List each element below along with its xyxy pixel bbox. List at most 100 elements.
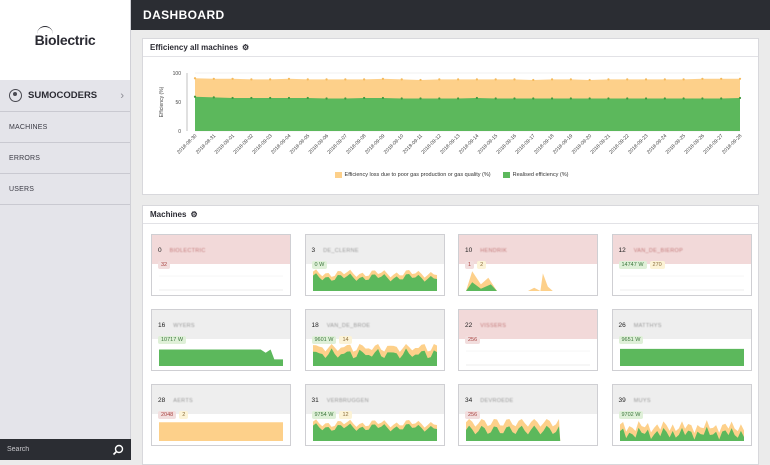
status-badge: 1: [465, 261, 475, 269]
data-point-realised[interactable]: [381, 96, 385, 100]
top-bar: DASHBOARD: [131, 0, 770, 30]
data-point-realised[interactable]: [588, 97, 591, 100]
data-point-realised[interactable]: [475, 96, 478, 100]
data-point-loss[interactable]: [720, 77, 723, 80]
machine-sparkline: [159, 349, 283, 366]
data-point-realised[interactable]: [287, 96, 291, 100]
data-point-realised[interactable]: [306, 96, 309, 100]
data-point-realised[interactable]: [231, 96, 234, 100]
data-point-loss[interactable]: [494, 78, 497, 81]
data-point-realised[interactable]: [626, 97, 629, 100]
data-point-loss[interactable]: [626, 78, 629, 81]
user-menu[interactable]: SUMOCODERS ›: [0, 80, 130, 112]
data-point-loss[interactable]: [663, 78, 666, 81]
data-point-loss[interactable]: [569, 78, 572, 81]
machine-card[interactable]: 12 VAN_DE_BIEROP 14747 W 270: [611, 234, 752, 296]
machine-card[interactable]: 0 BIOLECTRIC 32: [151, 234, 291, 296]
data-point-realised[interactable]: [569, 97, 572, 100]
nav-item-users[interactable]: USERS: [0, 174, 130, 205]
machine-card[interactable]: 34 DEVROEDE 256: [458, 384, 598, 446]
machine-card-header: 18 VAN_DE_BROE 9601 W 14: [305, 310, 444, 344]
data-point-realised[interactable]: [363, 96, 366, 100]
data-point-realised[interactable]: [738, 96, 742, 100]
search-input[interactable]: [7, 446, 112, 453]
data-point-realised[interactable]: [344, 97, 347, 100]
data-point-loss[interactable]: [532, 78, 535, 82]
data-point-realised[interactable]: [419, 97, 422, 100]
data-point-realised[interactable]: [532, 97, 535, 100]
legend-item-loss[interactable]: Efficiency loss due to poor gas producti…: [334, 172, 491, 178]
data-point-loss[interactable]: [381, 77, 385, 80]
data-point-loss[interactable]: [212, 77, 215, 80]
data-point-loss[interactable]: [419, 78, 422, 82]
data-point-realised[interactable]: [513, 97, 516, 100]
machine-id: 3: [311, 247, 316, 254]
data-point-realised[interactable]: [438, 97, 441, 100]
data-point-loss[interactable]: [250, 78, 253, 81]
data-point-realised[interactable]: [212, 96, 215, 99]
data-point-loss[interactable]: [738, 77, 742, 80]
machine-card[interactable]: 39 MUYS 9702 W: [611, 384, 752, 446]
data-point-realised[interactable]: [550, 97, 554, 100]
legend-item-realised[interactable]: Realised efficiency (%): [502, 172, 568, 178]
data-point-loss[interactable]: [193, 77, 197, 80]
machine-card[interactable]: 18 VAN_DE_BROE 9601 W 14: [304, 309, 445, 371]
machine-card[interactable]: 16 WYERS 10717 W: [151, 309, 291, 371]
data-point-loss[interactable]: [231, 77, 234, 80]
machine-badges: 0 W: [311, 261, 438, 269]
data-point-realised[interactable]: [663, 97, 666, 100]
data-point-loss[interactable]: [682, 78, 685, 81]
chevron-right-icon: ›: [120, 89, 124, 102]
machine-card[interactable]: 28 AERTS 2048 2: [151, 384, 291, 446]
machine-name: VISSERS: [480, 323, 507, 329]
search-icon[interactable]: [112, 444, 124, 456]
data-point-loss[interactable]: [607, 78, 610, 81]
data-point-loss[interactable]: [363, 78, 366, 81]
data-point-loss[interactable]: [269, 78, 272, 81]
data-point-loss[interactable]: [438, 78, 441, 81]
nav-item-machines[interactable]: MACHINES: [0, 112, 130, 143]
machine-card[interactable]: 26 MATTHYS 9651 W: [611, 309, 752, 371]
status-badge: 12: [339, 411, 352, 419]
status-badge: 2048: [158, 411, 177, 419]
machine-name: HENDRIK: [480, 248, 508, 254]
data-point-loss[interactable]: [306, 78, 309, 81]
data-point-realised[interactable]: [494, 97, 497, 100]
gear-icon[interactable]: ⚙: [190, 210, 198, 219]
data-point-loss[interactable]: [287, 77, 291, 80]
status-badge: 2: [477, 261, 487, 269]
data-point-realised[interactable]: [720, 97, 723, 100]
data-point-realised[interactable]: [457, 97, 460, 100]
data-point-realised[interactable]: [682, 97, 685, 100]
machine-card[interactable]: 22 VISSERS 256: [458, 309, 598, 371]
machine-card[interactable]: 10 HENDRIK 1 2: [458, 234, 598, 296]
data-point-loss[interactable]: [513, 78, 516, 81]
machine-card[interactable]: 31 VERBRUGGEN 9754 W 12: [304, 384, 445, 446]
legend-swatch-realised: [502, 172, 510, 178]
data-point-realised[interactable]: [400, 97, 403, 100]
series-area-realised: [195, 96, 740, 131]
machine-card[interactable]: 3 DE_CLERNE 0 W: [304, 234, 445, 296]
data-point-loss[interactable]: [588, 78, 591, 82]
data-point-loss[interactable]: [701, 77, 704, 80]
data-point-realised[interactable]: [325, 97, 328, 100]
gear-icon[interactable]: ⚙: [242, 43, 250, 52]
data-point-realised[interactable]: [193, 95, 197, 98]
data-point-loss[interactable]: [400, 78, 403, 81]
data-point-loss[interactable]: [550, 78, 554, 81]
data-point-realised[interactable]: [607, 97, 610, 100]
data-point-loss[interactable]: [325, 78, 328, 81]
data-point-loss[interactable]: [344, 78, 347, 81]
data-point-realised[interactable]: [644, 97, 648, 100]
data-point-realised[interactable]: [701, 97, 704, 100]
data-point-realised[interactable]: [250, 96, 253, 100]
nav-item-errors[interactable]: ERRORS: [0, 143, 130, 174]
data-point-realised[interactable]: [269, 96, 272, 100]
y-tick-label: 100: [173, 71, 182, 77]
data-point-loss[interactable]: [475, 78, 478, 81]
biolectric-logo[interactable]: Biolectric: [35, 26, 96, 48]
machine-sparkline: [312, 269, 437, 291]
data-point-loss[interactable]: [457, 78, 460, 81]
data-point-loss[interactable]: [644, 78, 648, 81]
